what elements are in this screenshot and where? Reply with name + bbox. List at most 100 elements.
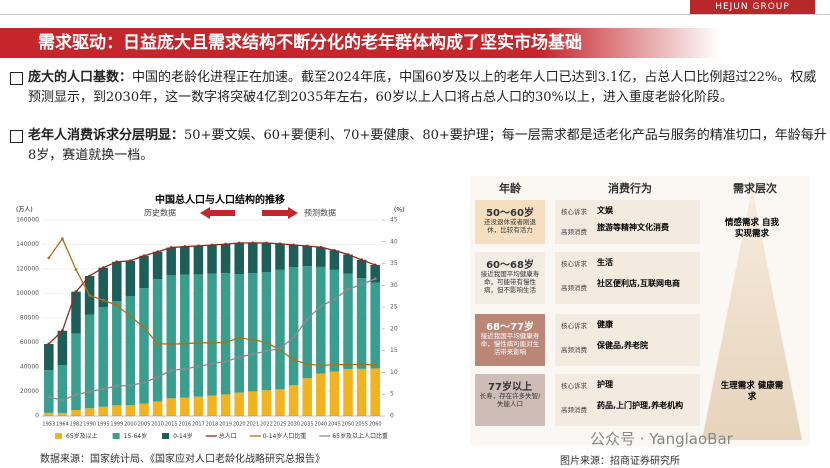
point	[183, 245, 187, 248]
point	[292, 358, 295, 362]
point	[197, 244, 200, 248]
bar-segment	[343, 254, 353, 274]
bar-segment	[288, 267, 299, 386]
age-box: 50～60岁 还没退休或者刚退休，比较有活力	[475, 200, 545, 244]
x-tick-label: 1999	[110, 422, 123, 428]
point	[292, 243, 295, 247]
bar-segment	[302, 378, 312, 416]
annotation: 历史数据	[144, 208, 176, 218]
point	[305, 244, 309, 248]
x-tick-label: 2017	[192, 422, 205, 428]
bar-segment	[370, 264, 380, 283]
point	[265, 241, 268, 245]
point	[237, 355, 241, 359]
legend-label: 总人口	[219, 432, 237, 440]
age-box: 77岁以上 长寿，存在许多失智/失能人口	[475, 374, 545, 426]
point	[115, 384, 119, 388]
need-top: 情感需求 自我实现需求	[725, 218, 779, 239]
bar-segment	[44, 370, 54, 413]
column-header: 消费行为	[608, 182, 652, 195]
point	[169, 342, 173, 346]
bar-segment	[220, 394, 231, 416]
bar-segment	[370, 282, 380, 369]
bar-segment	[139, 403, 149, 416]
point	[305, 317, 309, 321]
value: 保健品,养老院	[597, 341, 649, 350]
x-tick-label: 2022	[260, 422, 273, 428]
bar-segment	[288, 244, 299, 268]
bar-segment	[207, 395, 217, 416]
point	[360, 283, 363, 286]
bar-segment	[152, 279, 163, 402]
age: 50～60岁	[486, 208, 534, 219]
y2-tick-label: 25	[390, 304, 398, 311]
annotation: 预测数据	[304, 208, 336, 218]
label: 核心诉求	[561, 382, 587, 390]
point	[251, 352, 255, 356]
y2-tick-label: 10	[390, 369, 398, 376]
point	[142, 326, 146, 329]
point	[129, 314, 132, 318]
bar-segment	[302, 245, 312, 267]
point	[197, 364, 200, 368]
point	[197, 341, 200, 345]
legend-label: 65岁及以上	[66, 432, 98, 440]
point	[61, 237, 64, 241]
bar-segment	[71, 333, 81, 410]
need-bottom: 生理需求 健康需求	[720, 381, 784, 402]
bar-segment	[234, 243, 244, 275]
bar-segment	[193, 245, 204, 275]
legend-label: 0-14岁人口比重	[263, 432, 307, 440]
bar-segment	[343, 369, 353, 416]
bar-segment	[261, 390, 272, 416]
bar-segment	[112, 300, 122, 406]
point	[373, 277, 377, 281]
behavior-box: 核心诉求 文娱 高频消费 旅游等精神文化消费	[555, 200, 700, 244]
bar-segment	[139, 255, 149, 289]
title-bar	[0, 28, 720, 58]
point	[333, 248, 336, 252]
point	[319, 364, 323, 367]
point	[237, 241, 241, 245]
point	[115, 303, 119, 307]
point	[360, 258, 363, 262]
bar-segment	[125, 405, 136, 416]
label: 高频消费	[561, 346, 587, 354]
bar-segment	[125, 296, 136, 406]
bar-segment	[71, 291, 81, 334]
bar-segment	[57, 330, 68, 366]
label: 高频消费	[561, 406, 587, 414]
y-tick-label: 120000	[16, 266, 39, 273]
point	[373, 263, 377, 267]
point	[88, 390, 91, 394]
bar-segment	[261, 272, 272, 391]
y2-tick-label: 0	[390, 413, 394, 420]
bar-segment	[139, 288, 149, 404]
bar-segment	[57, 412, 68, 416]
label: 核心诉求	[561, 322, 587, 330]
point	[251, 241, 255, 245]
bar-segment	[356, 278, 367, 369]
age-box: 60～68岁 接近我国平均健康寿命，可能带有慢性病，但不影响生活	[475, 252, 545, 304]
value: 社区便利店,互联网电商	[597, 279, 681, 288]
column-header: 年龄	[499, 182, 521, 195]
point	[210, 362, 214, 366]
legend-label: 0-14岁	[173, 432, 193, 440]
y-tick-label: 80000	[20, 315, 39, 322]
bar-segment	[234, 274, 244, 393]
bar-segment	[166, 275, 176, 399]
bar-segment	[193, 396, 204, 416]
value: 药品,上门护理,养老机构	[597, 401, 684, 410]
arrow	[262, 207, 298, 219]
bar-segment	[152, 251, 163, 280]
y2-tick-label: 15	[390, 347, 398, 354]
bar-segment	[180, 246, 190, 275]
legend-swatch	[162, 433, 170, 439]
point	[210, 341, 214, 345]
axis-unit: (%)	[394, 207, 404, 214]
value: 生活	[597, 258, 613, 267]
point	[346, 363, 350, 367]
bullet: 老年人消费诉求分层明显：50+要文娱、60+要便利、70+要健康、80+要护理；…	[8, 126, 828, 166]
bar-segment	[329, 269, 340, 372]
